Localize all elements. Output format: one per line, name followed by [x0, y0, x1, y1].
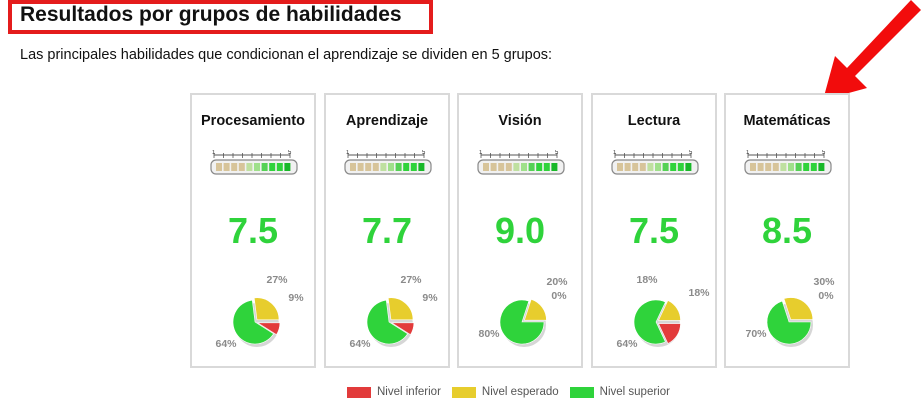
pie-label-esperado: 18%: [636, 274, 658, 286]
skill-score: 7.7: [361, 210, 413, 251]
skill-card: Lectura 1 5 7.5 64% 18% 18%: [591, 93, 717, 368]
skill-card-title: Visión: [498, 113, 542, 129]
pie-slice-superior: [232, 299, 274, 345]
skill-card: Visión 1 5 9.0 80% 20% 0%: [457, 93, 583, 368]
pie-slice-superior: [366, 299, 408, 345]
pie-label-superior: 64%: [616, 338, 638, 350]
pie-slice-superior: [499, 299, 545, 345]
pie-slice-esperado: [658, 300, 681, 321]
legend-swatch-esperado: [451, 386, 476, 398]
distribution-pie-chart: 80% 20% 0%: [478, 276, 568, 347]
pie-slice-esperado: [387, 297, 414, 321]
pie-slice-inferior: [658, 323, 681, 344]
distribution-pie-chart: 64% 18% 18%: [616, 274, 710, 350]
gauge-max-label: 5: [422, 150, 426, 156]
pie-slice-superior: [633, 299, 666, 345]
pie-slice-inferior: [256, 322, 281, 336]
legend-item-inferior: Nivel inferior: [347, 386, 441, 398]
skill-card-title: Matemáticas: [743, 113, 831, 129]
legend-label-inferior: Nivel inferior: [377, 386, 441, 398]
legend-swatch-superior: [569, 386, 594, 398]
pie-label-superior: 64%: [215, 338, 237, 350]
distribution-pie-chart: 70% 30% 0%: [745, 276, 835, 347]
gauge-min-label: 1: [346, 150, 350, 156]
skill-card: Aprendizaje 1 5 7.7 64% 27% 9%: [324, 93, 450, 368]
page-title: Resultados por grupos de habilidades: [20, 3, 402, 26]
skill-score: 7.5: [227, 210, 279, 251]
pie-slice-esperado: [524, 298, 547, 321]
gauge-min-label: 1: [479, 150, 483, 156]
pie-label-esperado: 27%: [400, 274, 422, 286]
skill-card-title: Aprendizaje: [345, 113, 429, 129]
pie-label-inferior: 0%: [551, 290, 567, 302]
legend: Nivel inferior Nivel esperado Nivel supe…: [347, 384, 681, 400]
pie-label-inferior: 18%: [688, 287, 710, 299]
skill-score: 8.5: [761, 210, 813, 251]
gauge-min-label: 1: [746, 150, 750, 156]
gauge-max-label: 5: [555, 150, 559, 156]
skill-score: 7.5: [628, 210, 680, 251]
pie-label-inferior: 9%: [288, 292, 304, 304]
distribution-pie-chart: 64% 27%9%: [349, 274, 438, 350]
skill-card-title: Lectura: [627, 113, 681, 129]
skill-card: Procesamiento 1 5 7.5 64% 27% 9%: [190, 93, 316, 368]
page-subtitle: Las principales habilidades que condicio…: [20, 47, 553, 63]
skill-card: Matemáticas 1 5 8.5 70% 30% 0%: [724, 93, 850, 368]
legend-item-esperado: Nivel esperado: [451, 386, 559, 398]
pie-label-esperado: 30%: [813, 276, 835, 288]
pie-label-superior: 80%: [478, 328, 500, 340]
pie-slice-inferior: [390, 322, 415, 336]
pie-label-esperado: 20%: [546, 276, 568, 288]
gauge-min-label: 1: [613, 150, 617, 156]
legend-label-superior: Nivel superior: [599, 386, 670, 398]
distribution-pie-chart: 64% 27%9%: [215, 274, 304, 350]
pie-label-superior: 70%: [745, 328, 767, 340]
pie-label-superior: 64%: [349, 338, 371, 350]
pie-slice-esperado: [253, 297, 280, 321]
skill-card-title: Procesamiento: [201, 113, 305, 129]
title-highlight-box: [8, 0, 433, 34]
legend-item-superior: Nivel superior: [569, 386, 670, 398]
red-arrow-icon: [823, 0, 921, 100]
legend-label-esperado: Nivel esperado: [481, 386, 559, 398]
gauge-min-label: 1: [212, 150, 216, 156]
legend-swatch-inferior: [347, 386, 371, 398]
pie-slice-superior: [766, 300, 812, 345]
pie-label-inferior: 0%: [818, 290, 834, 302]
gauge-max-label: 5: [822, 150, 826, 156]
gauge-max-label: 5: [288, 150, 292, 156]
pie-label-esperado: 27%: [266, 274, 288, 286]
pie-slice-esperado: [783, 297, 814, 320]
skill-score: 9.0: [494, 210, 546, 251]
gauge-max-label: 5: [689, 150, 693, 156]
pie-label-inferior: 9%: [422, 292, 438, 304]
